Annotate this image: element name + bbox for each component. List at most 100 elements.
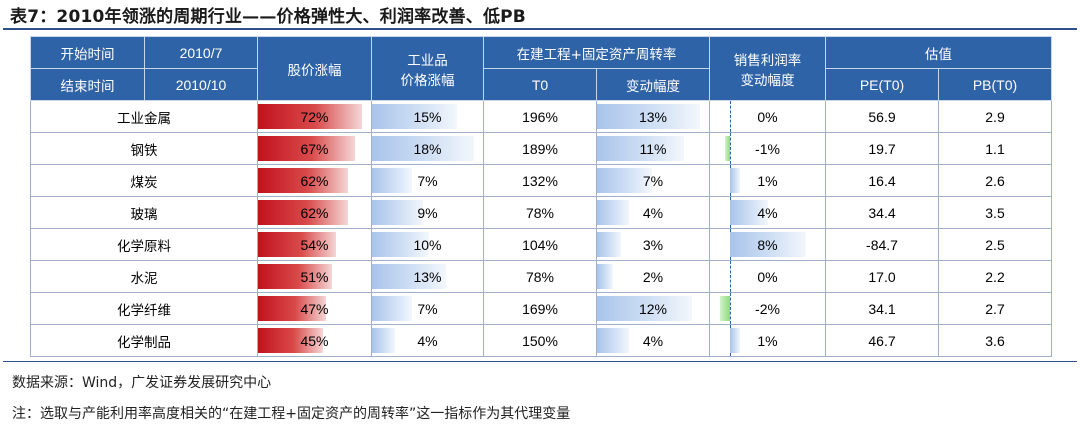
turnover-change-cell: 13% [596, 100, 710, 133]
turnover-t0-cell: 78% [483, 260, 597, 293]
pb-cell: 3.5 [938, 196, 1052, 229]
margin-change-value: 8% [757, 236, 778, 253]
price-change-bar [372, 104, 458, 129]
col-margin-change: 销售利润率 变动幅度 [709, 36, 826, 101]
turnover-t0-cell: 78% [483, 196, 597, 229]
margin-change-value: 1% [757, 332, 778, 349]
turnover-t0-value: 78% [525, 204, 555, 221]
margin-change-bar [725, 136, 730, 161]
turnover-change-cell: 11% [596, 132, 710, 165]
stock-change-bar [258, 264, 332, 289]
margin-change-bar [730, 232, 806, 257]
turnover-t0-value: 78% [525, 268, 555, 285]
turnover-change-cell: 7% [596, 164, 710, 197]
stock-change-bar [258, 296, 326, 321]
table-row: 玻璃 62% 9% 78% 4% 4% 34.4 3.5 [30, 196, 1052, 229]
margin-change-cell: -2% [709, 292, 826, 325]
table-row: 钢铁 67% 18% 189% 11% -1% 19.7 1.1 [30, 132, 1052, 165]
margin-change-cell: -1% [709, 132, 826, 165]
turnover-change-value: 12% [638, 300, 668, 317]
margin-change-bar [720, 296, 730, 321]
pb-value: 3.5 [985, 204, 1005, 221]
turnover-change-bar [597, 232, 621, 257]
price-change-cell: 13% [371, 260, 484, 293]
stock-change-bar [258, 232, 336, 257]
stock-change-cell: 72% [257, 100, 372, 133]
stock-change-cell: 47% [257, 292, 372, 325]
industry-name: 玻璃 [30, 196, 258, 229]
price-change-value: 9% [417, 204, 438, 221]
end-time-value: 2010/10 [144, 68, 258, 101]
price-change-cell: 18% [371, 132, 484, 165]
stock-change-bar [258, 136, 355, 161]
pe-value: 34.4 [868, 204, 896, 221]
table-row: 水泥 51% 13% 78% 2% 0% 17.0 2.2 [30, 260, 1052, 293]
pe-value: 17.0 [868, 268, 896, 285]
price-change-bar [372, 328, 395, 353]
pe-value: 16.4 [868, 172, 896, 189]
margin-change-value: -1% [755, 140, 780, 157]
turnover-t0-value: 104% [522, 236, 558, 253]
col-pb: PB(T0) [938, 68, 1052, 101]
price-change-bar [372, 296, 412, 321]
price-change-value: 18% [413, 140, 442, 157]
pe-value: 56.9 [868, 108, 896, 125]
turnover-change-value: 7% [642, 172, 664, 189]
stock-change-bar [258, 328, 323, 353]
col-group-valuation: 估值 [825, 36, 1052, 69]
price-change-cell: 4% [371, 324, 484, 357]
industry-name: 钢铁 [30, 132, 258, 165]
pb-value: 2.2 [985, 268, 1005, 285]
table-row: 工业金属 72% 15% 196% 13% 0% 56.9 2.9 [30, 100, 1052, 133]
col-turnover-change: 变动幅度 [596, 68, 710, 101]
turnover-change-cell: 3% [596, 228, 710, 261]
stock-change-cell: 54% [257, 228, 372, 261]
title-divider [3, 28, 1077, 30]
turnover-t0-value: 189% [522, 140, 558, 157]
end-time-label: 结束时间 [30, 68, 145, 101]
turnover-t0-cell: 132% [483, 164, 597, 197]
pb-value: 2.6 [985, 172, 1005, 189]
pe-cell: 56.9 [825, 100, 939, 133]
pe-value: 19.7 [868, 140, 896, 157]
stock-change-cell: 51% [257, 260, 372, 293]
pb-value: 2.5 [985, 236, 1005, 253]
price-change-bar [372, 168, 412, 193]
pb-cell: 2.6 [938, 164, 1052, 197]
turnover-t0-value: 169% [522, 300, 558, 317]
table-bottom-rule [3, 361, 1077, 362]
margin-change-value: 0% [757, 108, 778, 125]
start-time-value: 2010/7 [144, 36, 258, 69]
margin-change-value: 0% [757, 268, 778, 285]
col-pe: PE(T0) [825, 68, 939, 101]
industry-name: 化学纤维 [30, 292, 258, 325]
table-row: 煤炭 62% 7% 132% 7% 1% 16.4 2.6 [30, 164, 1052, 197]
industry-name: 化学原料 [30, 228, 258, 261]
margin-change-cell: 0% [709, 100, 826, 133]
price-change-value: 7% [417, 300, 438, 317]
turnover-change-cell: 2% [596, 260, 710, 293]
margin-zero-axis [730, 261, 731, 292]
turnover-t0-cell: 150% [483, 324, 597, 357]
pb-value: 2.7 [985, 300, 1005, 317]
price-change-value: 7% [417, 172, 438, 189]
source-note: 数据来源：Wind，广发证券发展研究中心 [12, 375, 272, 391]
stock-change-value: 72% [300, 108, 329, 125]
price-change-cell: 10% [371, 228, 484, 261]
pe-cell: 34.4 [825, 196, 939, 229]
stock-change-cell: 62% [257, 164, 372, 197]
industry-name: 水泥 [30, 260, 258, 293]
turnover-change-bar [597, 168, 653, 193]
stock-change-bar [258, 104, 362, 129]
pb-cell: 2.7 [938, 292, 1052, 325]
margin-change-cell: 1% [709, 324, 826, 357]
footnote: 注：选取与产能利用率高度相关的“在建工程+固定资产的周转率”这一指标作为其代理变… [12, 406, 571, 422]
turnover-t0-value: 196% [522, 108, 558, 125]
turnover-change-value: 13% [638, 108, 668, 125]
margin-change-cell: 1% [709, 164, 826, 197]
turnover-change-cell: 4% [596, 196, 710, 229]
price-change-bar [372, 136, 475, 161]
table-title: 表7：2010年领涨的周期行业——价格弹性大、利润率改善、低PB [10, 7, 526, 27]
turnover-change-value: 4% [642, 332, 664, 349]
turnover-change-bar [597, 200, 629, 225]
